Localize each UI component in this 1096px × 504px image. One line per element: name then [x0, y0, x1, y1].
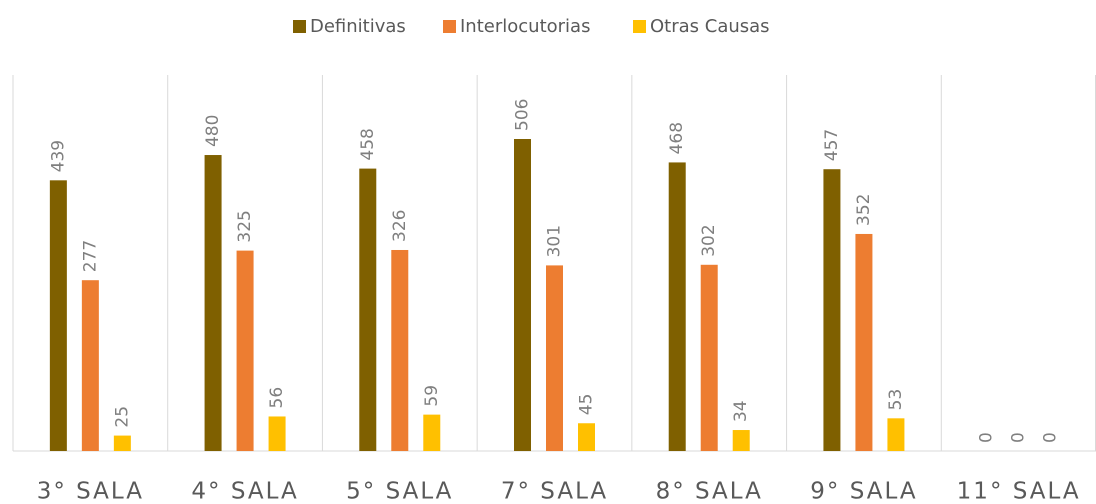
bar [700, 264, 718, 451]
bar [236, 250, 254, 451]
bar [391, 249, 409, 451]
value-label: 34 [731, 400, 751, 422]
value-label: 0 [977, 432, 997, 443]
value-label: 0 [1009, 432, 1029, 443]
value-label: 53 [886, 389, 906, 411]
bar [668, 162, 686, 451]
legend-label: Definitivas [310, 16, 406, 37]
bar [423, 414, 441, 451]
value-label: 439 [48, 140, 68, 172]
x-tick-label: 9° SALA [810, 479, 917, 504]
legend-label: Otras Causas [650, 16, 770, 37]
value-label: 326 [390, 210, 410, 242]
bar [732, 430, 750, 451]
x-tick-label: 8° SALA [656, 479, 763, 504]
bar [514, 139, 531, 451]
value-label: 325 [235, 210, 255, 242]
bar [855, 233, 873, 451]
x-tick-label: 4° SALA [191, 479, 298, 504]
legend-swatch [633, 20, 646, 33]
value-label: 458 [358, 128, 378, 160]
bar [268, 416, 286, 451]
value-label: 480 [203, 115, 223, 147]
legend-swatch [443, 20, 456, 33]
bar [823, 169, 841, 451]
value-label: 25 [112, 406, 132, 428]
bar [204, 155, 222, 451]
value-label: 301 [545, 225, 565, 257]
value-label: 302 [699, 224, 719, 256]
x-tick-label: 7° SALA [501, 479, 608, 504]
bar [546, 265, 563, 451]
value-label: 56 [267, 387, 287, 409]
value-label: 352 [854, 194, 874, 226]
bar [81, 280, 99, 451]
x-tick-label: 5° SALA [346, 479, 453, 504]
x-tick-label: 11° SALA [957, 479, 1081, 504]
value-label: 506 [513, 99, 533, 131]
value-label: 468 [667, 122, 687, 154]
legend-label: Interlocutorias [460, 16, 590, 37]
x-tick-label: 3° SALA [37, 479, 144, 504]
value-label: 0 [1041, 432, 1061, 443]
bar [578, 423, 595, 451]
bar [49, 180, 67, 451]
value-label: 277 [80, 240, 100, 272]
legend-swatch [293, 20, 306, 33]
bar [359, 168, 377, 451]
bar [887, 418, 905, 451]
value-label: 45 [577, 394, 597, 416]
bar [113, 435, 131, 451]
value-label: 457 [822, 129, 842, 161]
value-label: 59 [422, 385, 442, 407]
